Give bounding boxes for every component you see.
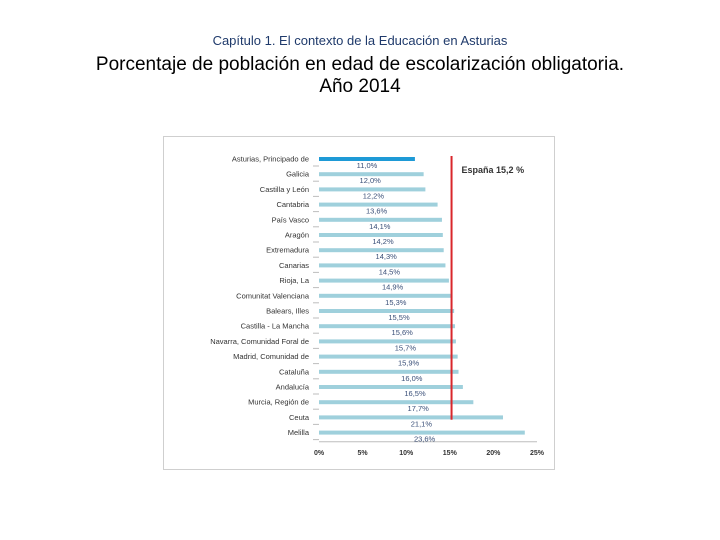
chart-title: Porcentaje de población en edad de escol… bbox=[0, 54, 720, 98]
bar bbox=[319, 172, 424, 177]
x-tick-label: 20% bbox=[486, 450, 501, 457]
bar bbox=[319, 369, 459, 374]
category-label: Madrid, Comunidad de bbox=[233, 352, 309, 361]
category-label: Canarias bbox=[279, 261, 309, 270]
bar bbox=[319, 248, 444, 253]
bar-chart: Asturias, Principado de 11,0% Galicia 12,0%… bbox=[210, 155, 545, 457]
category-label: País Vasco bbox=[272, 215, 309, 224]
category-label: Cataluña bbox=[279, 367, 310, 376]
chart-frame: Asturias, Principado de 11,0% Galicia 12,0%… bbox=[163, 136, 555, 470]
bar bbox=[319, 400, 474, 405]
bar bbox=[319, 217, 442, 222]
data-label: 11,0% bbox=[357, 161, 378, 170]
bar bbox=[319, 278, 449, 283]
category-label: Asturias, Principado de bbox=[232, 155, 309, 164]
x-tick-label: 15% bbox=[443, 450, 458, 457]
data-label: 21,1% bbox=[411, 419, 433, 428]
category-label: Aragón bbox=[285, 231, 309, 240]
category-label: Galicia bbox=[286, 170, 310, 179]
data-label: 17,7% bbox=[408, 404, 430, 413]
x-tick-label: 10% bbox=[399, 450, 414, 457]
bar bbox=[319, 293, 453, 298]
data-label: 12,0% bbox=[360, 176, 382, 185]
bar bbox=[319, 354, 458, 359]
data-label: 14,1% bbox=[369, 222, 391, 231]
chapter-heading: Capítulo 1. El contexto de la Educación … bbox=[212, 33, 508, 48]
category-label: Cantabria bbox=[276, 200, 309, 209]
data-label: 23,6% bbox=[414, 435, 436, 444]
category-label: Balears, Illes bbox=[266, 307, 309, 316]
data-label: 14,9% bbox=[382, 283, 404, 292]
data-label: 16,5% bbox=[404, 389, 426, 398]
x-tick-label: 0% bbox=[314, 450, 325, 457]
data-label: 14,5% bbox=[379, 267, 401, 276]
bar bbox=[319, 385, 463, 389]
category-label: Rioja, La bbox=[279, 276, 309, 285]
data-label: 15,9% bbox=[398, 359, 420, 368]
category-label: Castilla - La Mancha bbox=[241, 322, 310, 331]
bar bbox=[319, 202, 438, 207]
x-tick-label: 5% bbox=[358, 450, 369, 457]
bar bbox=[319, 324, 456, 329]
bar bbox=[319, 263, 446, 268]
reference-line-label: España 15,2 % bbox=[462, 165, 525, 175]
category-label: Andalucía bbox=[276, 383, 310, 392]
data-label: 12,2% bbox=[363, 191, 385, 200]
data-label: 16,0% bbox=[401, 374, 423, 383]
category-label: Comunitat Valenciana bbox=[236, 291, 310, 300]
data-label: 15,3% bbox=[385, 298, 407, 307]
data-label: 13,6% bbox=[366, 207, 388, 216]
category-label: Melilla bbox=[288, 428, 310, 437]
bar bbox=[319, 430, 525, 435]
title-line-1: Porcentaje de población en edad de escol… bbox=[95, 54, 625, 75]
title-line-2: Año 2014 bbox=[319, 76, 401, 97]
bar bbox=[319, 309, 455, 313]
bar bbox=[319, 415, 503, 420]
category-label: Castilla y León bbox=[260, 185, 309, 194]
category-label: Ceuta bbox=[289, 413, 310, 422]
data-label: 14,3% bbox=[376, 252, 398, 261]
data-label: 15,7% bbox=[395, 343, 417, 352]
data-label: 14,2% bbox=[372, 237, 394, 246]
x-tick-label: 25% bbox=[530, 450, 545, 457]
data-label: 15,6% bbox=[392, 328, 414, 337]
bar bbox=[319, 157, 415, 161]
bar bbox=[319, 339, 456, 344]
bar bbox=[319, 187, 426, 192]
category-label: Extremadura bbox=[266, 246, 310, 255]
category-label: Navarra, Comunidad Foral de bbox=[210, 337, 309, 346]
bar bbox=[319, 233, 443, 237]
data-label: 15,5% bbox=[388, 313, 410, 322]
category-label: Murcia, Región de bbox=[248, 398, 309, 407]
